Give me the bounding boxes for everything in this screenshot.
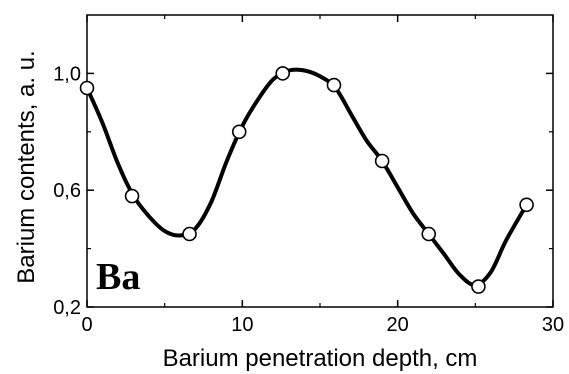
curve-layer [85, 67, 529, 288]
marker-layer [79, 66, 534, 294]
plot-frame [86, 14, 554, 308]
x-tick-label: 30 [542, 314, 564, 336]
fitted-curve [85, 67, 529, 288]
data-point [231, 124, 247, 140]
data-point [421, 226, 437, 242]
data-point [124, 188, 140, 204]
data-point [182, 226, 197, 242]
x-axis-title: Barium penetration depth, cm [163, 345, 478, 372]
data-point [275, 66, 291, 81]
data-point [326, 77, 342, 93]
y-axis-title: Barium contents, a. u. [13, 50, 40, 283]
data-point [471, 279, 486, 294]
data-point [374, 153, 390, 169]
y-tick-label: 1,0 [53, 63, 81, 85]
x-tick-label: 0 [81, 314, 92, 336]
data-point [79, 80, 95, 96]
element-annotation: Ba [96, 256, 140, 298]
y-tick-label: 0,6 [53, 180, 81, 202]
x-tick-label: 20 [387, 314, 409, 336]
plot-frame-layer [86, 14, 554, 308]
x-tick-label: 10 [231, 314, 253, 336]
y-tick-label: 0,2 [53, 297, 81, 319]
data-point [519, 197, 534, 213]
tick-layer: 0 10 20 30 0,2 0,6 1,0 [53, 15, 564, 336]
